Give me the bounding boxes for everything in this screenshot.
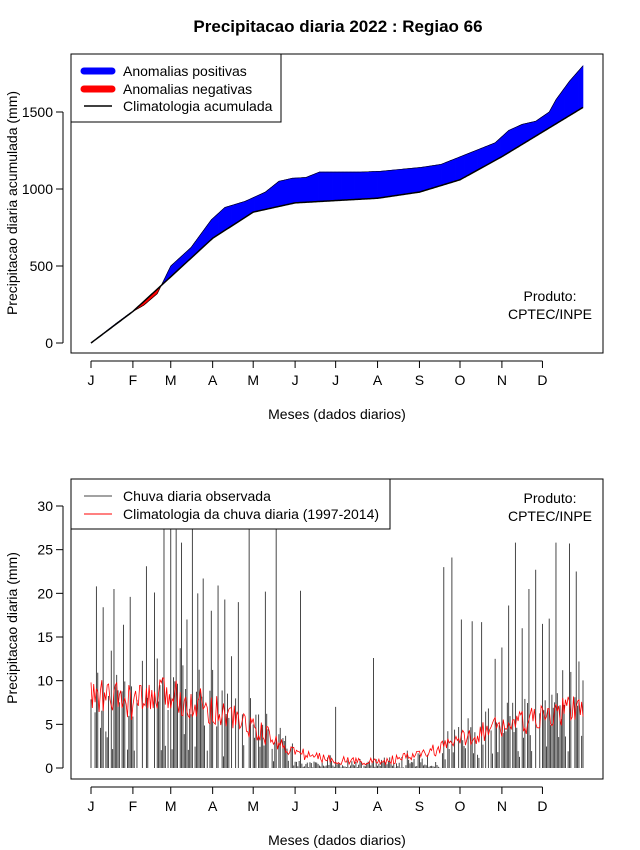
accumulated-y-tick-label: 1500: [22, 104, 53, 120]
daily-x-tick-label: D: [537, 798, 547, 814]
accumulated-x-tick-label: M: [247, 372, 259, 388]
accumulated-x-tick-label: J: [332, 372, 339, 388]
accumulated-x-tick-label: F: [129, 372, 138, 388]
daily-y-tick-label: 15: [37, 629, 53, 645]
accumulated-legend: Anomalias positivas Anomalias negativas …: [70, 53, 282, 123]
daily-x-axis-label: Meses (dados diarios): [268, 832, 406, 848]
legend-positive-label: Anomalias positivas: [123, 63, 247, 79]
accumulated-axes: 0 500 1000 1500 J F M A M J J A S O N D: [22, 104, 548, 388]
daily-y-axis-label: Precipitacao diaria (mm): [4, 552, 20, 704]
daily-x-tick-label: S: [415, 798, 424, 814]
daily-x-tick-label: A: [208, 798, 218, 814]
daily-y-tick-label: 25: [37, 542, 53, 558]
daily-x-tick-label: M: [247, 798, 259, 814]
daily-x-tick-label: F: [129, 798, 138, 814]
daily-x-tick-label: N: [497, 798, 507, 814]
accumulated-y-tick-label: 500: [30, 258, 54, 274]
accumulated-x-tick-label: D: [537, 372, 547, 388]
accumulated-x-tick-label: A: [208, 372, 218, 388]
accumulated-x-axis-label: Meses (dados diarios): [268, 406, 406, 422]
daily-climatology-line: [90, 677, 584, 766]
accumulated-plot-box: [70, 53, 604, 354]
daily-product-source: CPTEC/INPE: [508, 508, 592, 524]
accumulated-x-tick-label: A: [373, 372, 383, 388]
observed-accumulated-line: [90, 65, 584, 344]
accumulated-x-tick-label: J: [292, 372, 299, 388]
legend-daily-clim-label: Climatologia da chuva diaria (1997-2014): [123, 506, 379, 522]
accumulated-chart: 0 500 1000 1500 J F M A M J J A S O N D Anomalias posit…: [4, 53, 604, 422]
daily-y-tick-label: 5: [45, 716, 53, 732]
daily-legend: Chuva diaria observada Climatologia da c…: [70, 478, 391, 530]
accumulated-y-axis-label: Precipitacao diaria acumulada (mm): [4, 91, 20, 315]
daily-y-tick-label: 10: [37, 673, 53, 689]
daily-x-tick-label: A: [373, 798, 383, 814]
accumulated-y-tick-label: 1000: [22, 181, 53, 197]
daily-y-tick-label: 0: [45, 760, 53, 776]
daily-chart: 0 5 10 15 20 25 30 J F M A M J J A S O N D Chuva diaria ob…: [4, 478, 604, 848]
daily-product-label: Produto:: [524, 490, 577, 506]
daily-legend-box: [70, 478, 391, 530]
legend-observed-label: Chuva diaria observada: [123, 488, 271, 504]
daily-x-tick-label: M: [165, 798, 177, 814]
daily-y-tick-label: 30: [37, 498, 53, 514]
accumulated-x-tick-label: S: [415, 372, 424, 388]
legend-climatology-label: Climatologia acumulada: [123, 98, 273, 114]
daily-y-tick-label: 20: [37, 585, 53, 601]
daily-plot-area: [90, 527, 584, 768]
observed-bars: [90, 527, 584, 768]
daily-x-tick-label: O: [455, 798, 466, 814]
daily-x-tick-label: J: [88, 798, 95, 814]
accumulated-x-tick-label: J: [88, 372, 95, 388]
daily-x-tick-label: J: [332, 798, 339, 814]
daily-axes: 0 5 10 15 20 25 30 J F M A M J J A S O N D: [37, 498, 547, 814]
chart-title: Precipitacao diaria 2022 : Regiao 66: [193, 17, 482, 36]
accumulated-x-tick-label: N: [497, 372, 507, 388]
accumulated-x-tick-label: O: [455, 372, 466, 388]
positive-anomaly-segment: [581, 65, 584, 109]
legend-negative-label: Anomalias negativas: [123, 81, 252, 97]
climatology-accumulated-line: [90, 106, 584, 344]
accumulated-product-label: Produto:: [524, 288, 577, 304]
accumulated-x-tick-label: M: [165, 372, 177, 388]
accumulated-plot-area: [90, 65, 584, 344]
daily-x-tick-label: J: [292, 798, 299, 814]
accumulated-y-tick-label: 0: [45, 335, 53, 351]
accumulated-product-source: CPTEC/INPE: [508, 306, 592, 322]
